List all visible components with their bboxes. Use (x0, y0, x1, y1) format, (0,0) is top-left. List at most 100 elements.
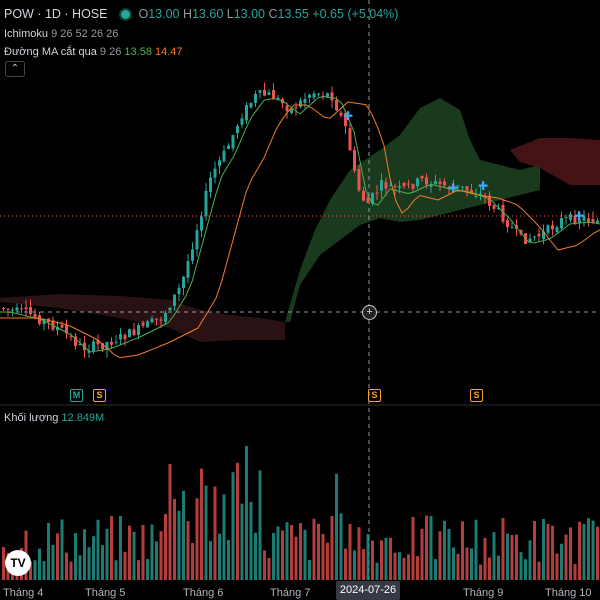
volume-bar (335, 473, 338, 580)
volume-bar (87, 547, 91, 580)
marker-s[interactable]: S (368, 389, 381, 402)
volume-bar (348, 523, 352, 580)
candle (123, 334, 127, 340)
volume-bar (272, 532, 275, 580)
candle (191, 249, 194, 261)
indicator-ichimoku[interactable]: Ichimoku 9 26 52 26 26 (4, 28, 118, 40)
candle (389, 185, 392, 187)
volume-bar (542, 518, 545, 580)
candle (299, 100, 302, 107)
candle (465, 186, 469, 191)
volume-bar (33, 560, 37, 580)
volume-bar (101, 545, 104, 580)
volume-bar (285, 522, 289, 580)
volume-bar (393, 552, 397, 580)
volume-bar (456, 553, 460, 580)
candle (438, 181, 442, 184)
cross-signal-icon: ✚ (574, 209, 584, 223)
volume-bar (470, 548, 473, 580)
candle (366, 197, 370, 203)
volume-bar (461, 521, 464, 580)
volume-bar (69, 561, 73, 580)
volume-bar (398, 552, 401, 580)
candle (110, 341, 113, 345)
candle (321, 95, 325, 97)
candle (317, 93, 320, 95)
symbol-title[interactable]: POW · 1D · HOSE (4, 7, 108, 21)
indicator-params: 9 26 52 26 26 (51, 28, 119, 40)
volume-bar (519, 552, 523, 580)
candle (132, 329, 136, 336)
volume-bar (195, 498, 199, 580)
candle (407, 183, 410, 185)
candle (29, 306, 32, 315)
candle (573, 216, 577, 224)
volume-bar (299, 523, 302, 580)
candle (542, 231, 545, 239)
volume-bar (38, 548, 41, 580)
volume-bar (389, 537, 392, 580)
candle (218, 160, 221, 166)
candle (236, 125, 239, 134)
indicator-ma-cross[interactable]: Đường MA cắt qua 9 26 13.58 14.47 (4, 46, 183, 58)
candle (546, 225, 550, 233)
marker-m[interactable]: M (70, 389, 83, 402)
candle (420, 176, 424, 179)
candle (578, 220, 581, 223)
candle (456, 185, 460, 187)
volume-bar (434, 559, 437, 580)
candle (2, 307, 5, 310)
candle (353, 150, 356, 171)
candle (24, 307, 28, 310)
tradingview-logo-icon[interactable]: TV (5, 550, 31, 576)
candle (285, 105, 289, 112)
high-value: 13.60 (191, 7, 224, 21)
volume-bar (2, 546, 5, 580)
volume-bar (510, 534, 514, 580)
xaxis-label: Tháng 7 (270, 587, 311, 599)
candle (591, 219, 595, 224)
volume-bar (371, 540, 374, 580)
crosshair-center-icon[interactable]: + (362, 305, 377, 320)
volume-bar (110, 516, 113, 580)
volume-bar (96, 519, 100, 580)
volume-legend[interactable]: Khối lượng 12.849M (4, 412, 104, 424)
candle (393, 186, 397, 188)
crosshair-date-label: 2024-07-26 (336, 581, 400, 600)
candle (429, 184, 433, 187)
candle (497, 207, 500, 209)
candle (443, 181, 446, 186)
indicator-name: Đường MA cắt qua (4, 46, 97, 58)
volume-bar (492, 532, 496, 580)
volume-bar (479, 564, 482, 580)
volume-bar (429, 516, 433, 580)
candle (141, 322, 145, 326)
candle (344, 112, 347, 127)
candle (537, 233, 541, 237)
ma-slow-value: 14.47 (155, 46, 183, 58)
candle (231, 134, 235, 149)
cross-signal-icon: ✚ (343, 109, 353, 123)
marker-s[interactable]: S (470, 389, 483, 402)
candle (303, 99, 307, 103)
candle (470, 189, 473, 194)
volume-bar (506, 533, 509, 580)
volume-bar (128, 525, 131, 580)
volume-bar (438, 531, 442, 580)
candle (204, 190, 208, 217)
chevron-up-icon[interactable]: ⌃ (5, 61, 25, 77)
candle (240, 118, 244, 125)
marker-s[interactable]: S (93, 389, 106, 402)
candle (11, 309, 14, 311)
candle (114, 342, 118, 344)
candle (339, 112, 343, 116)
volume-bar (317, 523, 320, 580)
candle (587, 218, 590, 222)
volume-bar (137, 560, 140, 580)
volume-bar (546, 523, 550, 580)
volume-bar (168, 463, 172, 580)
volume-bar (65, 552, 68, 580)
candle (164, 312, 167, 322)
volume-bar (164, 513, 167, 580)
